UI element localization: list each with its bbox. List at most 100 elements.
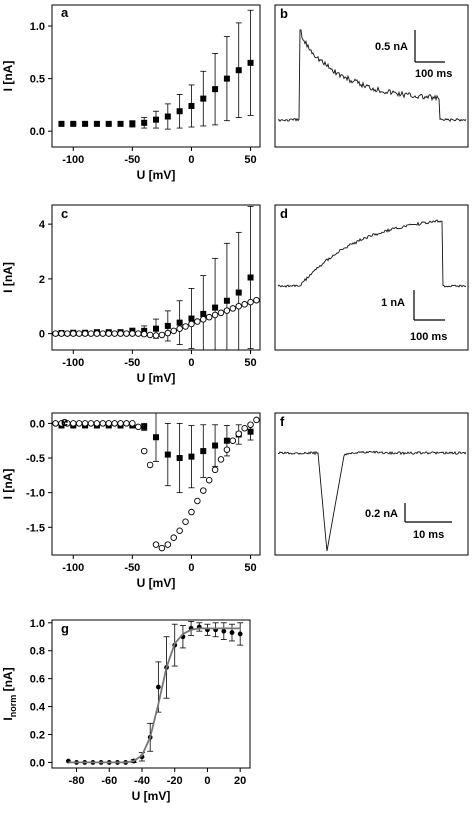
x-tick-label: 20	[234, 775, 246, 787]
data-point	[235, 430, 242, 438]
data-point	[87, 420, 95, 427]
x-axis-label: U [mV]	[137, 576, 176, 590]
data-point	[123, 420, 130, 427]
data-point	[205, 313, 213, 321]
data-point	[223, 297, 230, 304]
data-point	[82, 120, 89, 127]
fit-line	[68, 627, 241, 764]
y-axis-label-subscript: norm	[8, 695, 18, 718]
y-axis-label: I [nA]	[1, 61, 15, 92]
y-tick-label: 0.5	[30, 74, 45, 86]
data-point	[93, 420, 101, 427]
y-tick-label: 1.0	[30, 21, 45, 33]
data-point	[247, 298, 254, 306]
data-point	[158, 544, 166, 552]
y-axis-label-main: I	[1, 717, 15, 720]
series-0	[58, 205, 254, 351]
data-point	[153, 116, 159, 123]
data-point	[176, 108, 183, 115]
x-tick-label: 0	[188, 562, 194, 574]
data-point	[235, 289, 242, 296]
data-point	[211, 466, 219, 474]
data-point	[247, 428, 254, 435]
data-point	[188, 320, 195, 328]
x-tick-label: 0	[188, 154, 194, 166]
data-point	[52, 420, 59, 427]
data-point	[75, 330, 83, 337]
trace-frame	[274, 412, 469, 556]
data-point	[129, 420, 136, 427]
data-point	[58, 120, 65, 127]
data-point	[164, 329, 172, 337]
x-tick-label: 50	[244, 154, 256, 166]
data-point	[200, 448, 207, 455]
data-point	[170, 534, 177, 541]
series-1	[52, 416, 260, 552]
series-1	[68, 627, 241, 764]
x-tick-label: -100	[62, 357, 84, 369]
data-point	[70, 420, 77, 427]
data-point	[123, 330, 130, 337]
data-point	[212, 442, 219, 449]
data-point	[111, 420, 118, 427]
panel-f: f 0.2 nA 10 ms	[274, 412, 469, 556]
data-point	[129, 330, 136, 337]
data-point	[176, 319, 183, 326]
y-tick-label: 0.0	[30, 757, 45, 769]
data-point	[140, 447, 148, 455]
data-point	[93, 120, 100, 127]
y-axis-label: Inorm [nA]	[1, 667, 18, 720]
x-axis-label: U [mV]	[137, 168, 176, 182]
data-point	[253, 416, 260, 424]
data-point	[188, 102, 195, 109]
data-point	[152, 541, 160, 548]
x-tick-label: 50	[244, 562, 256, 574]
data-point	[153, 434, 159, 441]
trace-frame	[274, 4, 469, 148]
data-point	[200, 487, 207, 494]
scalebar-x-label: 100 ms	[410, 331, 447, 343]
panel-e: -100 -50 0 50 0.0 -0.5 -1.0 -1.5 U [mV] I [nA] e	[1, 412, 261, 590]
panel-letter: d	[280, 206, 288, 221]
y-axis-label-main: I [nA]	[1, 469, 15, 500]
panel-g: -80 -60 -40 -20 0 20 0.0 0.2 0.4 0.6 0.8 1.0 U [mV] I…	[1, 618, 251, 803]
data-point	[52, 330, 59, 337]
x-tick-label: -80	[69, 775, 85, 787]
scalebar-y-label: 0.2 nA	[365, 508, 398, 520]
data-point	[146, 331, 154, 339]
data-point	[221, 628, 227, 634]
scalebar-y-label: 1 nA	[381, 297, 405, 309]
data-point	[200, 95, 207, 102]
data-point	[70, 120, 77, 127]
data-point	[141, 119, 148, 126]
data-point	[194, 318, 201, 325]
data-point	[158, 331, 166, 339]
scalebar-x-label: 10 ms	[413, 529, 444, 541]
data-point	[105, 120, 112, 127]
y-tick-label: 1.0	[30, 618, 45, 630]
data-point	[64, 330, 71, 337]
data-point	[140, 330, 148, 338]
current-trace	[277, 450, 467, 552]
data-point	[247, 421, 254, 429]
data-point	[247, 59, 254, 66]
data-point	[182, 518, 189, 526]
data-point	[105, 330, 112, 337]
data-point	[241, 424, 248, 432]
plot-frame	[51, 619, 251, 769]
data-point	[153, 325, 159, 332]
data-point	[200, 310, 207, 317]
panel-letter: c	[61, 206, 68, 221]
data-point	[223, 75, 230, 82]
data-point	[117, 330, 124, 337]
current-trace	[277, 219, 467, 288]
x-tick-label: -40	[134, 775, 150, 787]
data-point	[164, 541, 172, 548]
x-tick-label: -60	[101, 775, 117, 787]
data-point	[176, 455, 183, 462]
data-point	[235, 302, 242, 310]
series-0	[65, 620, 244, 765]
data-point	[200, 316, 207, 323]
data-point	[164, 113, 171, 120]
data-point	[211, 311, 219, 319]
